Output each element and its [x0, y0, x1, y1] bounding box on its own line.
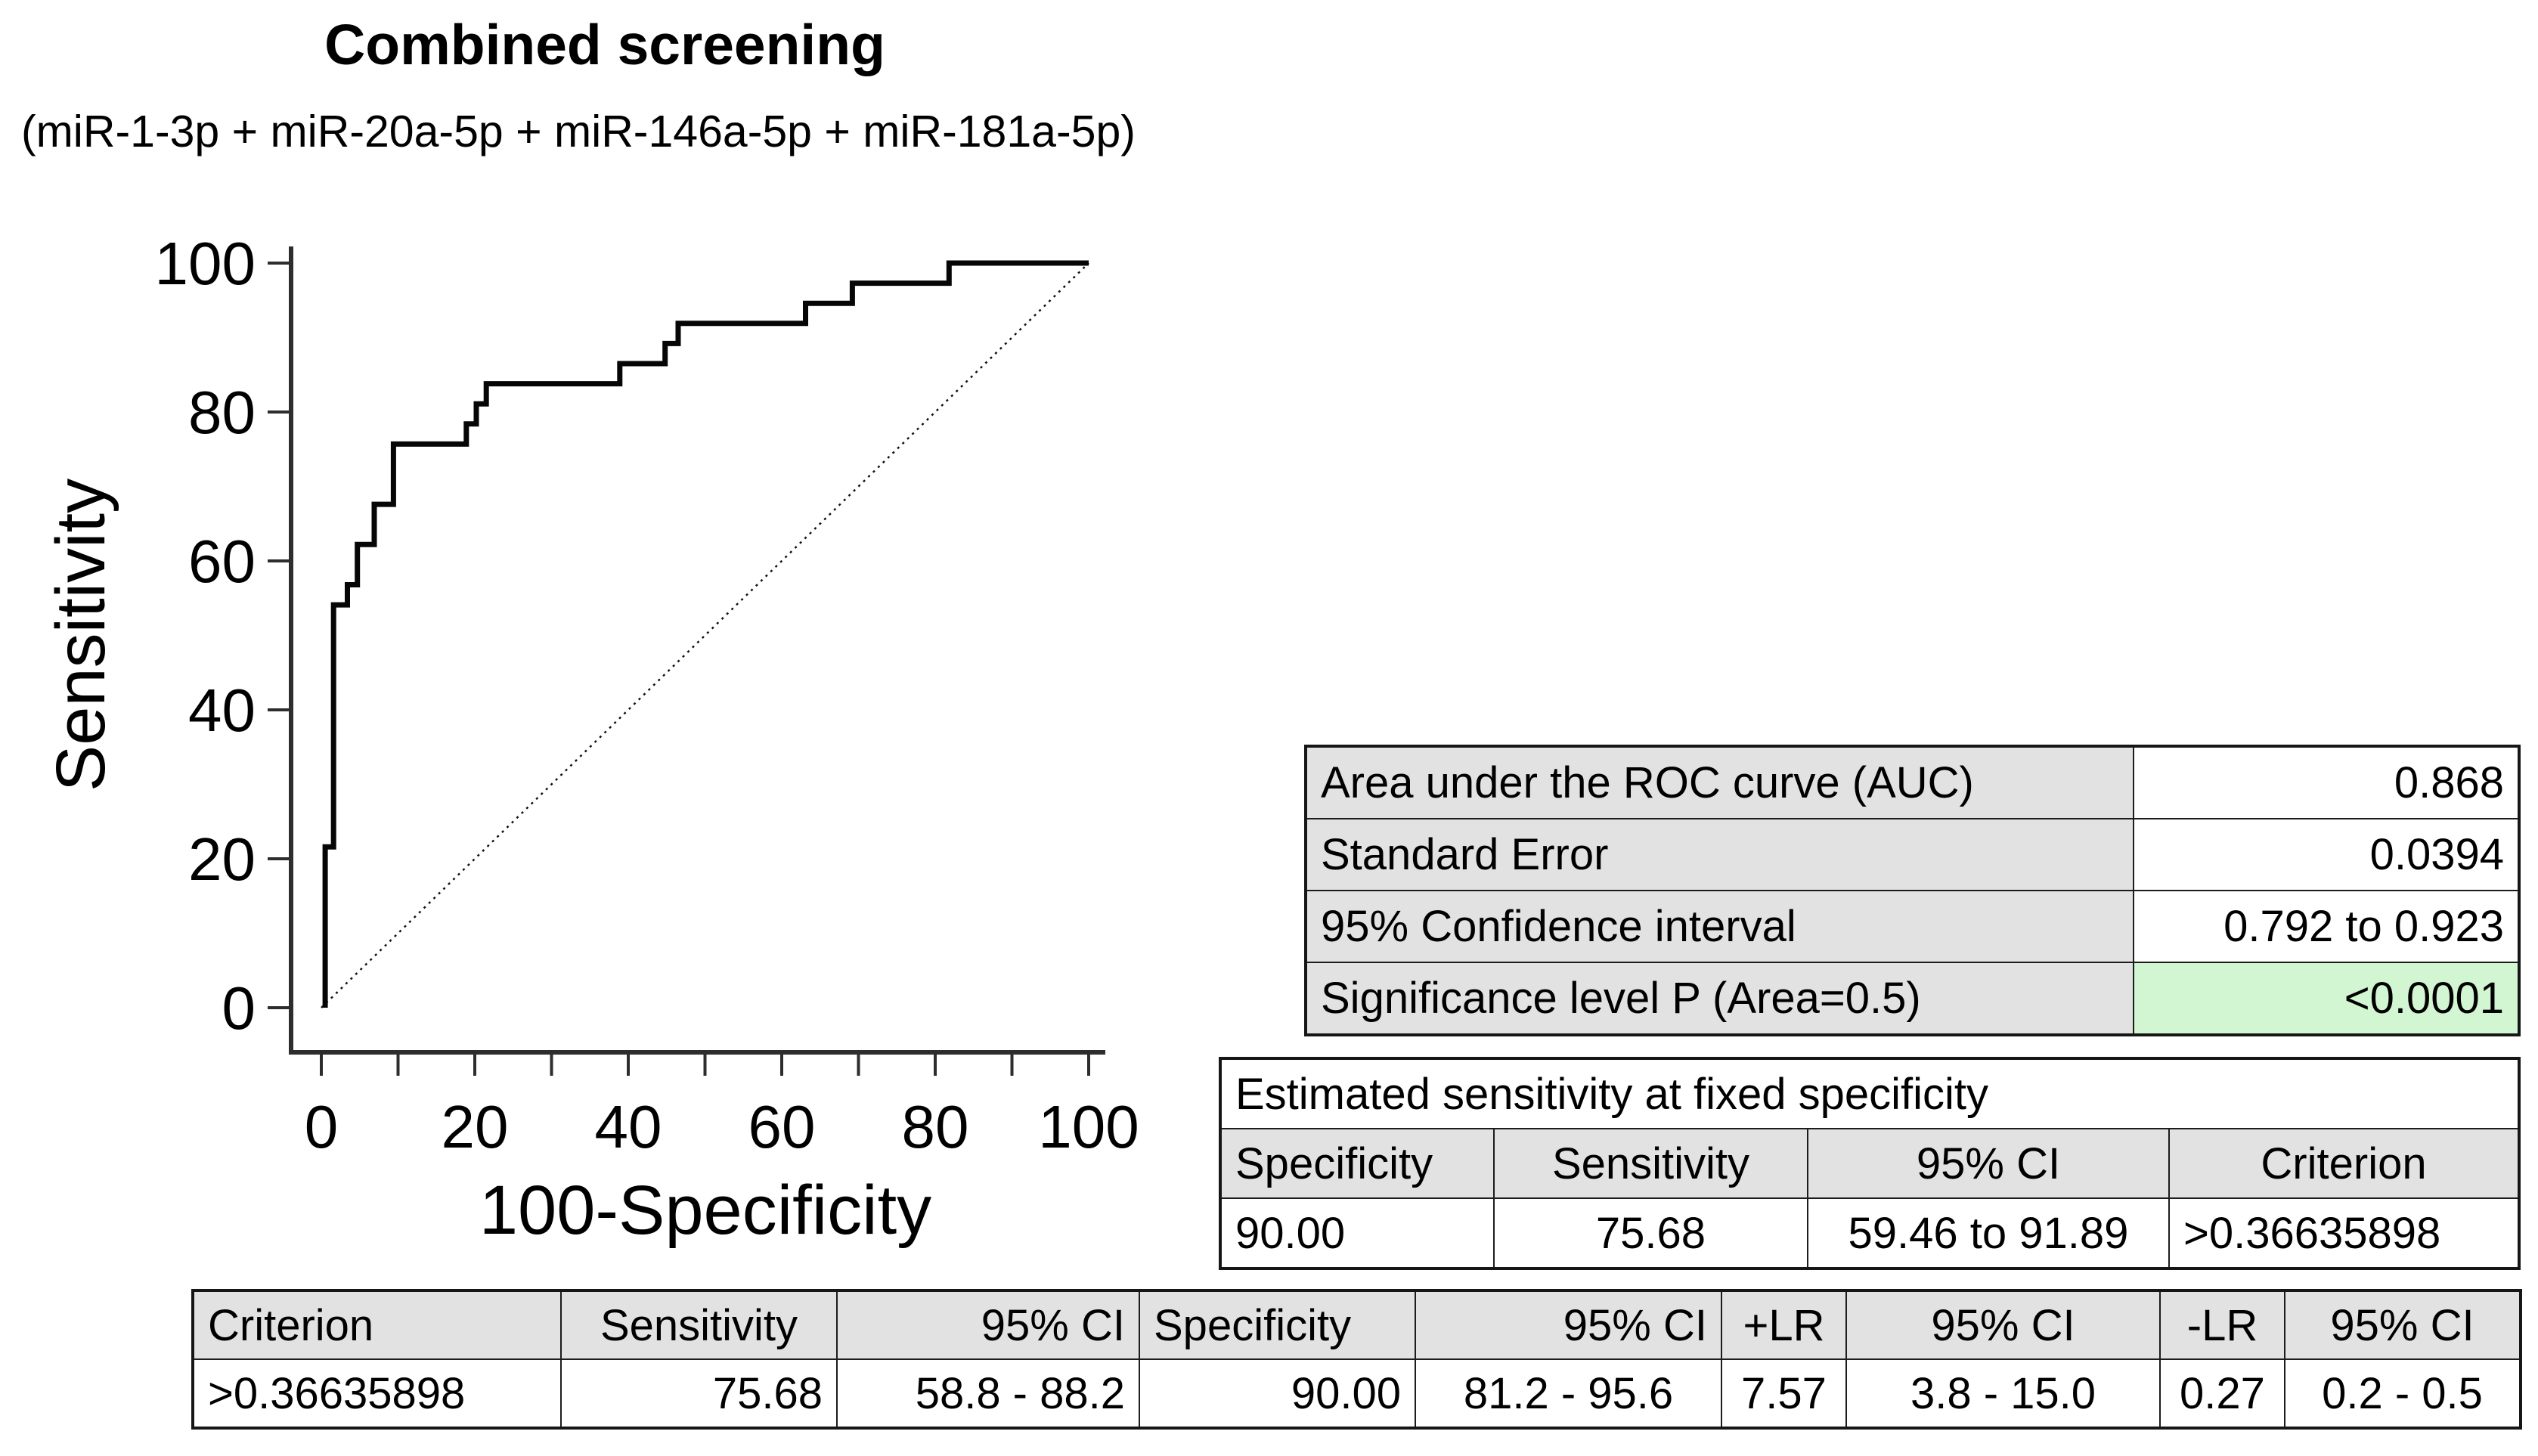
table-row: Significance level P (Area=0.5) <0.0001	[1305, 962, 2520, 1036]
table-header-row: Specificity Sensitivity 95% CI Criterion	[1219, 1128, 2521, 1199]
criterion-table: Criterion Sensitivity 95% CI Specificity…	[191, 1289, 2522, 1430]
specificity-value: 90.00	[1139, 1358, 1416, 1429]
col-header-specificity: Specificity	[1139, 1290, 1416, 1360]
table-header-row: Criterion Sensitivity 95% CI Specificity…	[192, 1290, 2521, 1360]
col-header-sens-ci: 95% CI	[836, 1290, 1140, 1360]
pvalue-label: Significance level P (Area=0.5)	[1305, 962, 2134, 1036]
table-title-row: Estimated sensitivity at fixed specifici…	[1219, 1058, 2521, 1129]
nlr-value: 0.27	[2159, 1358, 2285, 1429]
col-header-nlr: -LR	[2159, 1290, 2285, 1360]
col-header-sensitivity: Sensitivity	[560, 1290, 838, 1360]
x-tick-label: 0	[305, 1093, 339, 1160]
specificity-value: 90.00	[1219, 1197, 1495, 1269]
reference-diagonal	[321, 262, 1089, 1008]
col-header-nlr-ci: 95% CI	[2284, 1290, 2521, 1360]
table-row: >0.36635898 75.68 58.8 - 88.2 90.00 81.2…	[192, 1358, 2521, 1429]
x-tick-label: 100	[1038, 1093, 1139, 1160]
roc-curve	[322, 260, 1089, 1008]
col-header-plr: +LR	[1721, 1290, 1847, 1360]
ci-label: 95% Confidence interval	[1305, 890, 2134, 963]
y-tick-label: 60	[188, 528, 256, 595]
col-header-sensitivity: Sensitivity	[1493, 1128, 1808, 1199]
fixed-specificity-table: Estimated sensitivity at fixed specifici…	[1219, 1057, 2521, 1270]
col-header-specificity: Specificity	[1219, 1128, 1495, 1199]
auc-label: Area under the ROC curve (AUC)	[1305, 745, 2134, 819]
ci-value: 59.46 to 91.89	[1807, 1197, 2170, 1269]
roc-chart: 0 20 40 60 80 100 0 20 40 60 80 100 Sensitivity 100-S…	[45, 230, 1139, 1249]
sensitivity-value: 75.68	[560, 1358, 838, 1429]
page-subtitle: (miR-1-3p + miR-20a-5p + miR-146a-5p + m…	[21, 107, 1136, 156]
col-header-ci: 95% CI	[1807, 1128, 2170, 1199]
col-header-criterion: Criterion	[192, 1290, 562, 1360]
x-tick-label: 60	[748, 1093, 816, 1160]
fixed-spec-title: Estimated sensitivity at fixed specifici…	[1219, 1058, 2521, 1129]
nlr-ci-value: 0.2 - 0.5	[2284, 1358, 2521, 1429]
plr-value: 7.57	[1721, 1358, 1847, 1429]
y-tick-label: 0	[222, 974, 256, 1042]
table-row: Standard Error 0.0394	[1305, 818, 2520, 891]
page-title: Combined screening	[324, 13, 885, 76]
table-row: 95% Confidence interval 0.792 to 0.923	[1305, 890, 2520, 963]
y-tick-label: 40	[188, 677, 256, 744]
table-row: 90.00 75.68 59.46 to 91.89 >0.36635898	[1219, 1197, 2521, 1269]
table-row: Area under the ROC curve (AUC) 0.868	[1305, 745, 2520, 819]
sens-ci-value: 58.8 - 88.2	[836, 1358, 1140, 1429]
auc-value: 0.868	[2133, 745, 2520, 819]
criterion-value: >0.36635898	[192, 1358, 562, 1429]
se-value: 0.0394	[2133, 818, 2520, 891]
auc-stats-table: Area under the ROC curve (AUC) 0.868 Sta…	[1304, 745, 2521, 1036]
x-axis-title: 100-Specificity	[479, 1172, 931, 1249]
y-axis-title: Sensitivity	[45, 479, 119, 792]
sensitivity-value: 75.68	[1493, 1197, 1808, 1269]
ci-value: 0.792 to 0.923	[2133, 890, 2520, 963]
col-header-spec-ci: 95% CI	[1415, 1290, 1722, 1360]
se-label: Standard Error	[1305, 818, 2134, 891]
x-tick-label: 20	[442, 1093, 509, 1160]
col-header-plr-ci: 95% CI	[1845, 1290, 2161, 1360]
spec-ci-value: 81.2 - 95.6	[1415, 1358, 1722, 1429]
criterion-value: >0.36635898	[2168, 1197, 2521, 1269]
y-tick-label: 20	[188, 826, 256, 893]
y-tick-label: 80	[188, 379, 256, 446]
x-tick-label: 40	[595, 1093, 662, 1160]
pvalue-cell: <0.0001	[2133, 962, 2520, 1036]
plr-ci-value: 3.8 - 15.0	[1845, 1358, 2161, 1429]
x-tick-label: 80	[902, 1093, 969, 1160]
col-header-criterion: Criterion	[2168, 1128, 2521, 1199]
y-tick-label: 100	[155, 230, 256, 297]
